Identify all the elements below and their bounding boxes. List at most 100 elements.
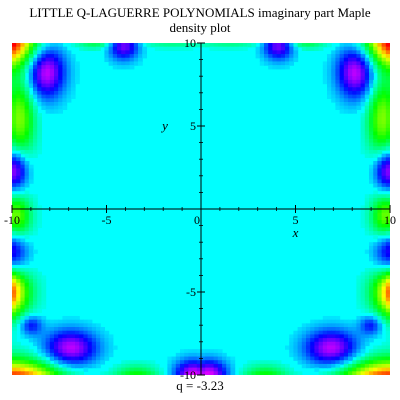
density-cell xyxy=(54,102,59,107)
density-cell xyxy=(272,367,278,372)
density-cell xyxy=(385,308,390,313)
density-cell xyxy=(33,209,38,214)
density-cell xyxy=(24,138,30,144)
density-cell xyxy=(369,293,374,299)
density-cell xyxy=(37,135,42,140)
density-cell xyxy=(33,315,38,321)
density-cell xyxy=(348,330,353,336)
density-cell xyxy=(100,43,105,48)
density-cell xyxy=(91,341,97,347)
density-cell xyxy=(16,142,21,147)
density-cell xyxy=(369,319,374,324)
density-cell xyxy=(322,345,328,350)
density-cell xyxy=(289,50,294,55)
density-cell xyxy=(24,79,30,85)
density-cell xyxy=(83,319,89,324)
density-cell xyxy=(180,367,185,372)
density-cell xyxy=(369,109,374,114)
density-cell xyxy=(66,352,72,358)
density-cell xyxy=(385,334,390,339)
density-cell xyxy=(385,161,390,166)
density-cell xyxy=(33,149,38,155)
density-cell xyxy=(138,371,143,375)
density-cell xyxy=(75,360,80,365)
density-cell xyxy=(373,268,378,273)
density-cell xyxy=(356,65,362,70)
density-cell xyxy=(385,279,390,284)
density-cell xyxy=(28,43,34,48)
density-cell xyxy=(335,68,341,74)
density-cell xyxy=(385,282,390,288)
density-cell xyxy=(364,65,370,70)
density-cell xyxy=(175,43,181,48)
density-cell xyxy=(348,363,353,369)
density-cell xyxy=(381,87,387,92)
density-cell xyxy=(343,319,349,324)
density-cell xyxy=(91,327,97,332)
density-cell xyxy=(20,216,26,221)
density-cell xyxy=(314,319,320,324)
density-cell xyxy=(293,345,299,350)
density-cell xyxy=(117,367,122,372)
density-cell xyxy=(369,120,374,125)
q-parameter-caption: q = -3.23 xyxy=(176,378,224,393)
density-cell xyxy=(360,61,366,66)
density-cell xyxy=(100,371,105,375)
density-cell xyxy=(327,79,332,85)
density-cell xyxy=(335,102,341,107)
density-cell xyxy=(20,363,26,369)
density-cell xyxy=(381,164,387,170)
density-cell xyxy=(28,356,34,361)
density-cell xyxy=(12,327,17,332)
density-cell xyxy=(167,363,173,369)
density-cell xyxy=(322,72,328,77)
density-cell xyxy=(45,50,51,55)
density-cell xyxy=(184,371,189,375)
density-cell xyxy=(369,271,374,276)
density-cell xyxy=(360,279,366,284)
density-cell xyxy=(356,360,362,365)
density-cell xyxy=(377,308,383,313)
density-cell xyxy=(306,43,311,48)
density-cell xyxy=(331,61,336,66)
density-cell xyxy=(201,371,206,375)
density-cell xyxy=(364,146,370,151)
density-cell xyxy=(331,54,336,59)
density-cell xyxy=(58,61,63,66)
density-cell xyxy=(37,90,42,96)
density-cell xyxy=(33,286,38,291)
density-cell xyxy=(339,341,345,347)
density-cell xyxy=(96,345,101,350)
density-cell xyxy=(16,290,21,295)
density-cell xyxy=(356,68,362,74)
density-cell xyxy=(293,338,299,343)
density-cell xyxy=(364,109,370,114)
density-cell xyxy=(28,304,34,310)
density-cell xyxy=(297,327,303,332)
density-cell xyxy=(352,363,357,369)
density-cell xyxy=(20,209,26,214)
density-cell xyxy=(360,315,366,321)
density-cell xyxy=(37,330,42,336)
density-cell xyxy=(24,90,30,96)
density-cell xyxy=(45,98,51,103)
density-cell xyxy=(91,360,97,365)
density-cell xyxy=(49,50,55,55)
density-cell xyxy=(364,341,370,347)
density-cell xyxy=(33,308,38,313)
density-cell xyxy=(377,271,383,276)
density-cell xyxy=(377,65,383,70)
density-cell xyxy=(339,345,345,350)
density-cell xyxy=(28,242,34,247)
density-cell xyxy=(369,164,374,170)
density-cell xyxy=(381,268,387,273)
density-cell xyxy=(385,87,390,92)
density-cell xyxy=(339,90,345,96)
density-cell xyxy=(49,68,55,74)
density-cell xyxy=(49,338,55,343)
density-cell xyxy=(16,253,21,258)
density-cell xyxy=(33,102,38,107)
density-cell xyxy=(58,65,63,70)
density-cell xyxy=(45,334,51,339)
density-cell xyxy=(192,363,198,369)
